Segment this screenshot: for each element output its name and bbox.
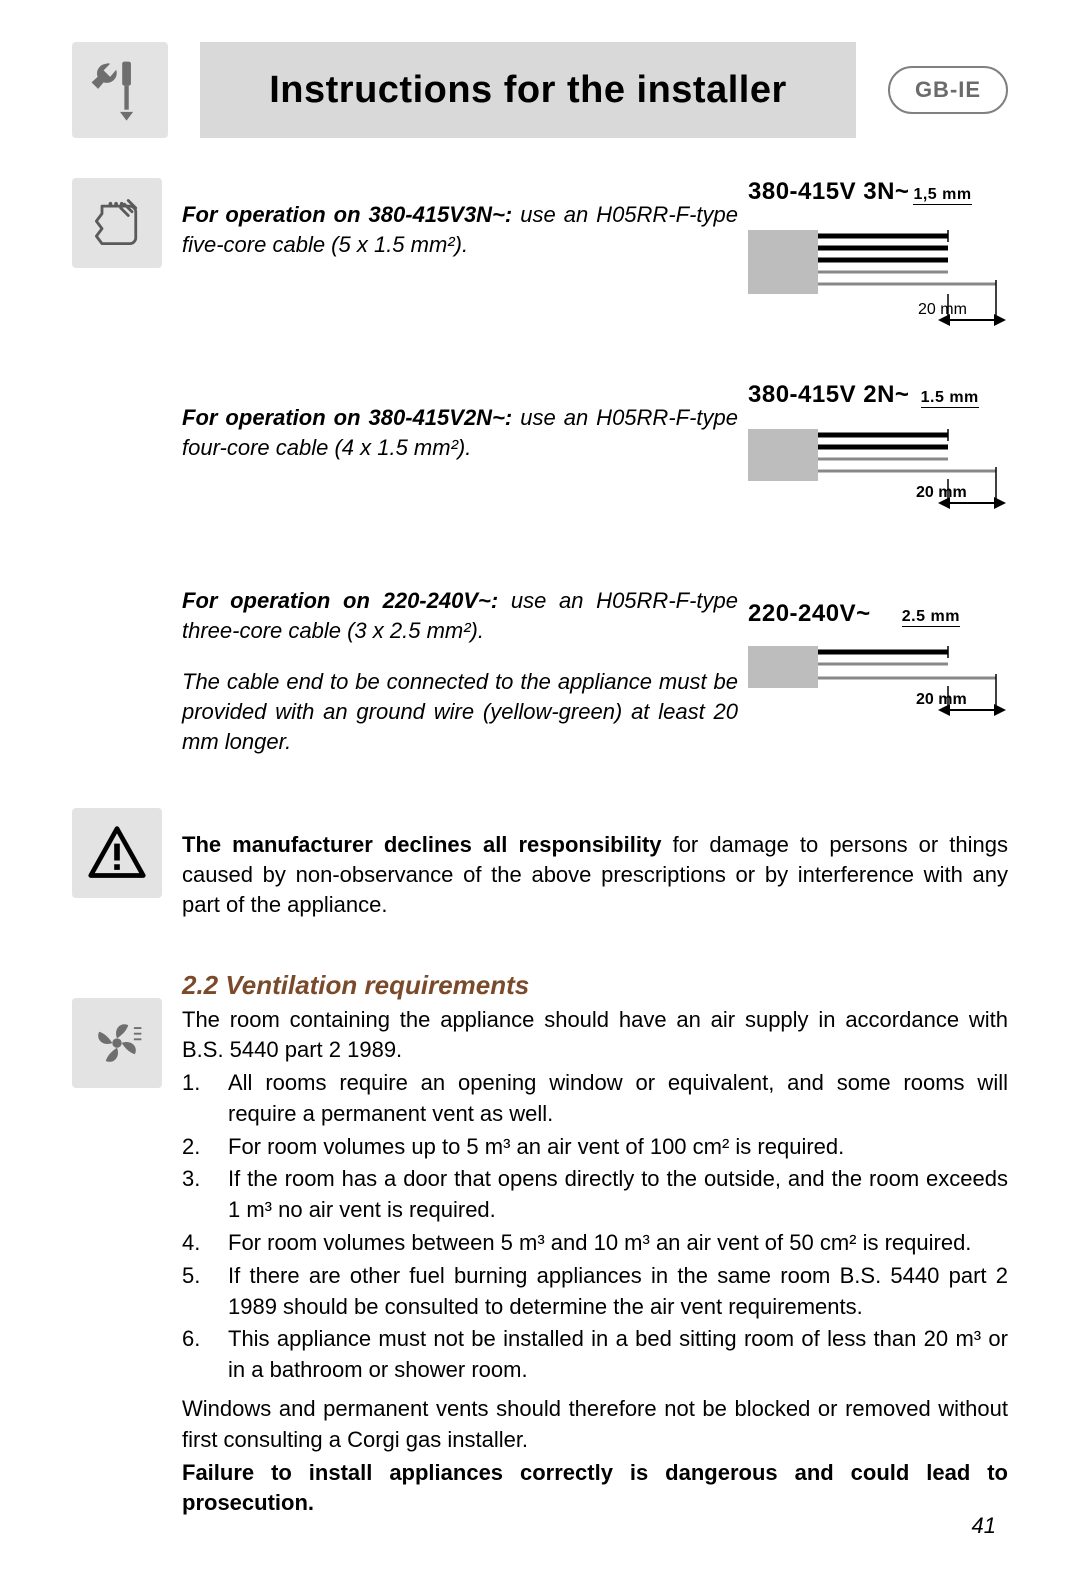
warning-text: The manufacturer declines all responsibi… [182,830,1008,919]
warning-row: The manufacturer declines all responsibi… [72,808,1008,941]
list-item: For room volumes between 5 m³ and 10 m³ … [228,1228,1008,1259]
diagram-3-heading: 220-240V~ 2.5 mm [748,600,1008,628]
list-item: If the room has a door that opens direct… [228,1164,1008,1226]
title-band: Instructions for the installer [200,42,856,138]
manual-page: Instructions for the installer GB-IE [0,0,1080,1579]
ventilation-outro1: Windows and permanent vents should there… [182,1394,1008,1456]
ventilation-heading: 2.2 Ventilation requirements [182,970,1008,1001]
cable-note-3: For operation on 220-240V~: use an H05RR… [182,586,738,645]
cable-note-3-extra: The cable end to be connected to the app… [182,667,738,756]
list-item: All rooms require an opening window or e… [228,1068,1008,1130]
cable-note-1: For operation on 380-415V3N~: use an H05… [182,200,738,259]
cable-diagram-3core: 20 mm [748,634,1008,729]
diagram-2-gnd: 20 mm [916,484,967,501]
ventilation-list: All rooms require an opening window or e… [182,1068,1008,1388]
diagram-2-heading: 380-415V 2N~ 1.5 mm [748,381,1008,409]
notepad-icon [72,178,162,268]
ventilation-intro: The room containing the appliance should… [182,1005,1008,1067]
list-item: If there are other fuel burning applianc… [228,1261,1008,1323]
ventilation-row: 2.2 Ventilation requirements The room co… [72,970,1008,1520]
cable-diagram-5core: 20 mm [748,212,1008,337]
diagram-1-heading: 380-415V 3N~1,5 mm [748,178,1008,206]
cable-note-2: For operation on 380-415V2N~: use an H05… [182,403,738,462]
diagram-1-gnd: 20 mm [918,301,967,318]
diagram-3-gnd: 20 mm [916,691,967,708]
tools-icon [72,42,168,138]
ventilation-outro2: Failure to install appliances correctly … [182,1458,1008,1520]
page-number: 41 [972,1513,996,1539]
fan-icon [72,998,162,1088]
list-item: This appliance must not be installed in … [228,1324,1008,1386]
page-title: Instructions for the installer [269,69,787,112]
warning-icon [72,808,162,898]
list-item: For room volumes up to 5 m³ an air vent … [228,1132,1008,1163]
locale-badge: GB-IE [888,66,1008,114]
cable-diagram-4core: 20 mm [748,415,1008,520]
page-header: Instructions for the installer GB-IE [72,42,1008,138]
cable-notes-row: For operation on 380-415V3N~: use an H05… [72,178,1008,798]
